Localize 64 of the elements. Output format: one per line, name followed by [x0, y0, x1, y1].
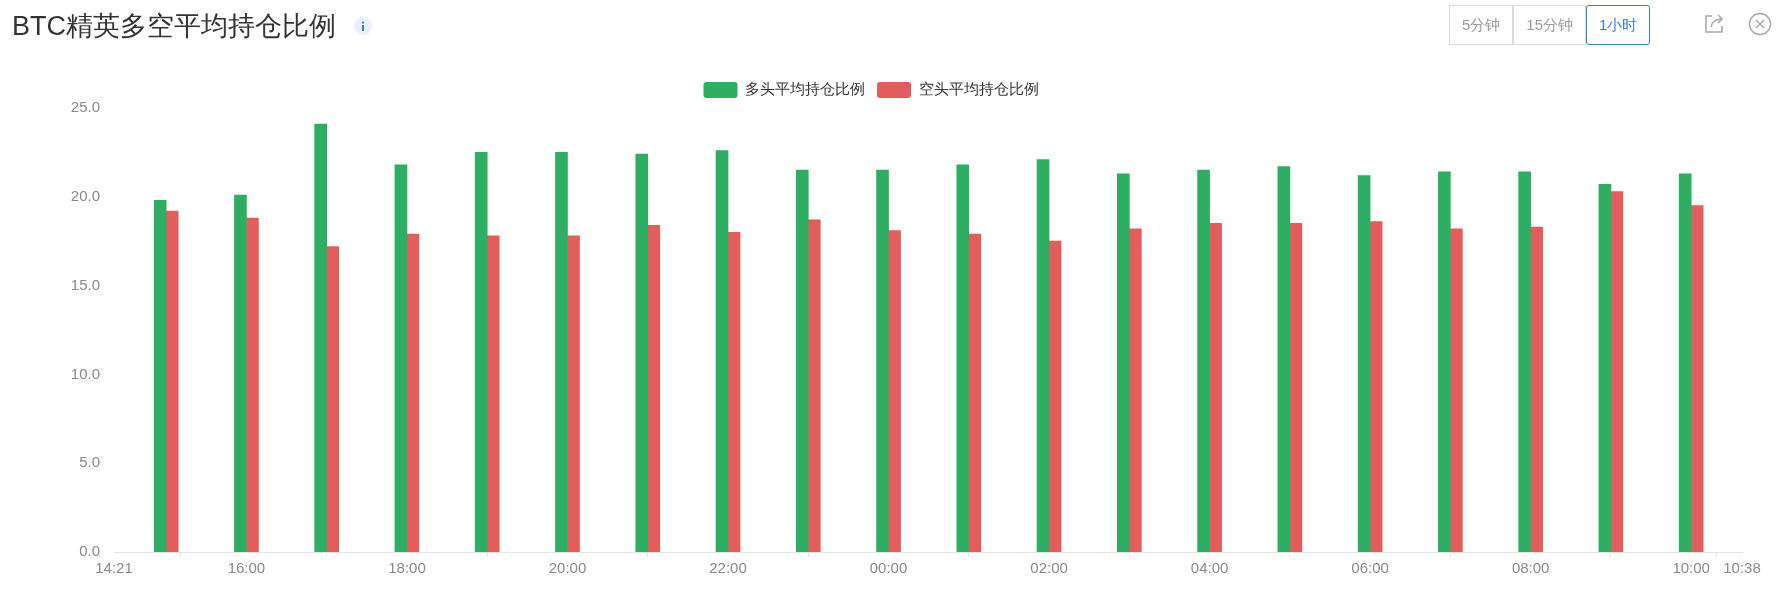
bar: [1289, 223, 1303, 552]
bar: [1450, 228, 1463, 552]
bar: [486, 235, 500, 552]
bar: [1048, 240, 1062, 552]
chart-title: BTC精英多空平均持仓比例: [12, 10, 336, 43]
bar: [165, 210, 179, 552]
x-tick-label: 16:00: [227, 559, 266, 577]
bar: [474, 152, 488, 552]
bar: [326, 246, 340, 552]
x-tick-label: 20:00: [548, 559, 587, 577]
bar: [1369, 221, 1383, 552]
bar: [1277, 166, 1291, 552]
bar: [1357, 175, 1371, 552]
legend-label: 多头平均持仓比例: [745, 80, 865, 98]
bar: [727, 231, 741, 552]
x-tick-label: 02:00: [1030, 559, 1068, 577]
bar: [1209, 223, 1222, 552]
bar: [555, 152, 568, 552]
bar: [406, 233, 420, 552]
x-tick-label: 00:00: [869, 559, 908, 577]
bar: [888, 230, 901, 552]
bar: [1610, 191, 1624, 552]
y-tick-label: 10.0: [70, 364, 100, 382]
bar: [567, 235, 580, 552]
y-tick-label: 20.0: [70, 186, 100, 204]
x-tick-label: 04:00: [1190, 559, 1229, 577]
bar: [394, 164, 408, 552]
bar: [1518, 171, 1531, 552]
bar: [876, 169, 889, 552]
bar: [956, 164, 970, 552]
bar: [807, 219, 821, 552]
bar: [1036, 159, 1050, 552]
text: 1小时: [1586, 5, 1651, 45]
text: 5分钟: [1449, 5, 1514, 45]
x-tick-label: 08:00: [1511, 559, 1550, 577]
bar: [1690, 205, 1704, 552]
bar: [1438, 171, 1451, 552]
x-tick-label: 10:38: [1723, 559, 1761, 577]
bar: [1117, 173, 1130, 552]
bar: [647, 224, 661, 552]
y-tick-label: 15.0: [70, 275, 100, 293]
y-tick-label: 5.0: [79, 453, 100, 471]
bar: [1129, 228, 1142, 552]
bar: [968, 233, 982, 552]
bar: [234, 194, 247, 552]
bar: [1598, 184, 1612, 552]
legend-label: 空头平均持仓比例: [918, 80, 1039, 98]
y-tick-label: 25.0: [70, 98, 100, 116]
bar: [635, 153, 649, 552]
x-tick-label: 22:00: [709, 559, 747, 577]
bar: [153, 200, 167, 552]
text: 15分钟: [1513, 5, 1587, 45]
bar: [1678, 173, 1692, 552]
x-tick-label: 10:00: [1672, 559, 1710, 577]
bar: [314, 123, 328, 552]
x-tick-label: 14:21: [95, 559, 133, 577]
bar: [1197, 169, 1210, 552]
bar: [795, 169, 809, 552]
y-tick-label: 0.0: [79, 542, 100, 560]
x-tick-label: 06:00: [1351, 559, 1389, 577]
bar: [715, 150, 729, 552]
x-tick-label: 18:00: [388, 559, 426, 577]
bar: [1530, 226, 1543, 552]
bar: [246, 217, 259, 552]
